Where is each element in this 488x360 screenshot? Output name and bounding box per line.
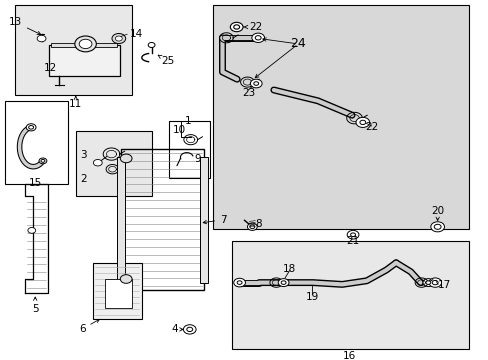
Bar [93,263,142,319]
Circle shape [278,279,288,287]
Circle shape [281,281,285,284]
Text: 1: 1 [184,116,191,126]
Bar [5,101,68,184]
Circle shape [112,33,125,44]
Text: 24: 24 [290,37,305,50]
Bar [15,5,132,95]
Circle shape [249,225,254,229]
Circle shape [250,79,262,88]
Text: 17: 17 [437,280,450,290]
Text: 13: 13 [9,17,41,35]
Circle shape [422,279,433,287]
Circle shape [247,223,257,230]
Text: 19: 19 [305,292,318,302]
Circle shape [120,275,132,283]
Circle shape [359,120,365,125]
Bar [117,157,125,283]
Text: 7: 7 [203,215,226,225]
Circle shape [255,36,261,40]
Bar [121,149,204,290]
Circle shape [230,22,243,32]
Circle shape [237,281,242,284]
Circle shape [430,222,444,232]
Text: 16: 16 [342,351,356,360]
Circle shape [253,82,258,85]
Text: 22: 22 [244,22,262,32]
Circle shape [251,33,264,42]
Circle shape [350,233,355,237]
Text: 8: 8 [254,219,261,229]
Text: 5: 5 [32,297,39,314]
Text: 23: 23 [241,88,255,98]
Circle shape [93,159,102,166]
Bar [232,241,468,349]
Bar [200,157,208,283]
Circle shape [79,39,92,49]
Bar [76,131,151,196]
Circle shape [355,117,369,127]
Bar [51,43,117,47]
Text: 11: 11 [69,96,82,109]
Circle shape [41,159,45,162]
Bar [212,5,468,229]
Circle shape [433,224,440,229]
Bar [168,121,210,178]
Circle shape [233,25,239,29]
Circle shape [148,42,155,48]
Text: 12: 12 [44,63,57,73]
Circle shape [37,35,46,42]
Bar [49,45,120,76]
Circle shape [425,281,430,284]
Circle shape [233,278,245,287]
Text: 21: 21 [346,236,359,246]
Text: 2: 2 [80,174,86,184]
Circle shape [186,327,192,332]
Text: 6: 6 [79,319,99,334]
Circle shape [26,124,36,131]
Circle shape [115,36,122,41]
Circle shape [120,154,132,163]
Circle shape [431,280,437,285]
Circle shape [39,158,47,164]
Circle shape [428,278,441,287]
Circle shape [346,230,358,239]
Text: 4: 4 [171,324,183,334]
Text: 9: 9 [194,154,201,164]
Text: 3: 3 [80,150,86,160]
Circle shape [29,126,34,129]
Circle shape [75,36,96,52]
Text: 14: 14 [129,29,142,39]
Text: 20: 20 [430,206,443,220]
Text: 10: 10 [172,125,185,135]
Bar [105,279,132,308]
Text: 25: 25 [158,55,174,66]
Circle shape [28,228,36,233]
Circle shape [183,325,196,334]
Text: 18: 18 [282,264,296,274]
Text: 15: 15 [28,178,42,188]
Text: 22: 22 [364,122,378,132]
